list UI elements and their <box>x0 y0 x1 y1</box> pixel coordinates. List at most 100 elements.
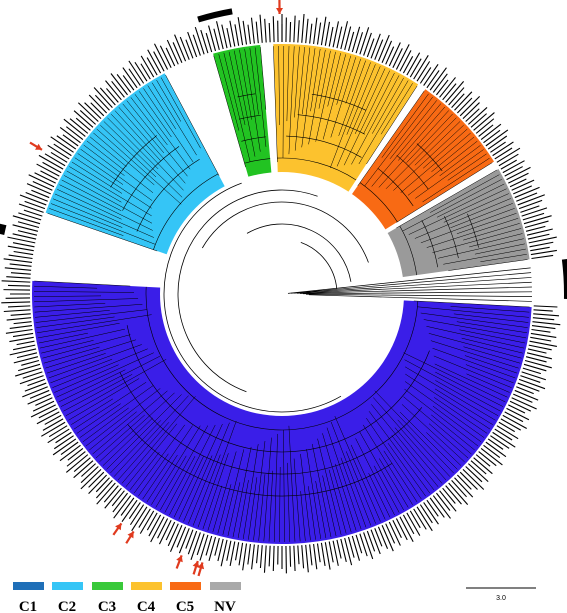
tip-label <box>30 404 56 418</box>
tip-label <box>255 21 259 44</box>
branch <box>286 46 290 122</box>
branch <box>111 114 184 191</box>
tip-label <box>134 61 148 82</box>
branch <box>426 326 525 349</box>
tip-label <box>522 367 542 375</box>
tip-label <box>468 463 489 483</box>
tip-label <box>533 305 558 308</box>
branch <box>340 457 367 528</box>
tip-label <box>516 386 534 395</box>
branch <box>366 417 422 500</box>
tip-label <box>28 174 55 188</box>
red-arrow-head <box>197 562 205 570</box>
branch <box>85 388 161 447</box>
tip-label <box>52 438 77 456</box>
black-bar-marker <box>0 223 7 235</box>
branch <box>403 352 506 403</box>
tip-label <box>402 56 414 74</box>
branch <box>282 46 285 159</box>
tip-label <box>153 51 165 72</box>
branch <box>328 469 347 534</box>
tip-label <box>518 199 543 210</box>
annotation-markers <box>0 0 567 577</box>
tip-label <box>251 544 255 570</box>
branch <box>155 455 187 508</box>
branch <box>56 352 154 398</box>
tip-label <box>10 272 31 275</box>
branch <box>338 60 366 136</box>
branch-arc <box>311 93 367 111</box>
scale-bar-label: 3.0 <box>496 595 506 602</box>
branch <box>435 380 499 416</box>
branch <box>380 83 413 135</box>
branch <box>354 68 386 135</box>
tip-label <box>359 533 368 557</box>
branch <box>358 80 409 165</box>
branch <box>434 397 488 434</box>
branch <box>359 431 404 511</box>
tip-label <box>238 542 244 566</box>
tip-label <box>423 502 439 525</box>
tip-label <box>9 348 37 356</box>
branch <box>334 415 381 522</box>
branch <box>147 85 177 130</box>
tip-label <box>234 542 240 561</box>
tip-label <box>105 80 122 101</box>
branch <box>346 64 376 135</box>
legend-swatch-c5 <box>170 582 201 590</box>
tip-label <box>436 79 449 96</box>
tip-label <box>456 97 473 114</box>
branch <box>391 435 435 491</box>
branch <box>426 218 519 248</box>
tip-label <box>478 451 497 467</box>
tip-label <box>229 20 236 47</box>
branch <box>43 346 100 364</box>
branch <box>134 94 191 170</box>
branch <box>439 145 481 177</box>
tip-label <box>95 480 113 499</box>
tip-label <box>370 33 381 59</box>
tip-label <box>73 460 94 479</box>
branch <box>71 161 123 194</box>
branch <box>308 49 326 145</box>
tip-label <box>518 378 546 390</box>
tip-label <box>531 328 551 333</box>
branch <box>117 422 170 481</box>
branch <box>334 463 357 531</box>
tip-label <box>176 526 187 548</box>
branch <box>41 340 94 354</box>
root-branch <box>299 286 532 294</box>
tip-label <box>413 508 427 530</box>
legend-swatch-c2 <box>52 582 83 590</box>
branch <box>406 113 453 163</box>
branch <box>397 419 451 477</box>
branch-arc <box>119 372 423 475</box>
red-arrow-head <box>35 143 42 150</box>
tip-label <box>38 154 64 170</box>
branch <box>430 174 500 213</box>
branch <box>463 223 520 241</box>
branch <box>371 404 439 487</box>
tip-label <box>66 451 86 467</box>
branch <box>110 420 162 474</box>
tip-label <box>29 389 50 399</box>
branch <box>102 417 153 466</box>
tip-label <box>77 102 99 122</box>
tip-label <box>8 254 33 260</box>
branch <box>37 314 152 334</box>
branch <box>60 355 161 407</box>
tip-label <box>509 178 527 188</box>
tip-label <box>432 495 451 519</box>
branch <box>351 75 400 165</box>
tip-label <box>259 545 263 569</box>
branch-arc <box>396 155 429 190</box>
tip-label <box>146 57 158 76</box>
branch <box>379 458 409 508</box>
branch <box>36 316 115 328</box>
branch <box>228 51 246 126</box>
tip-label <box>27 378 46 387</box>
tip-label <box>229 541 236 567</box>
tip-label <box>293 15 296 43</box>
tip-label <box>301 13 305 43</box>
tip-label <box>419 504 433 524</box>
